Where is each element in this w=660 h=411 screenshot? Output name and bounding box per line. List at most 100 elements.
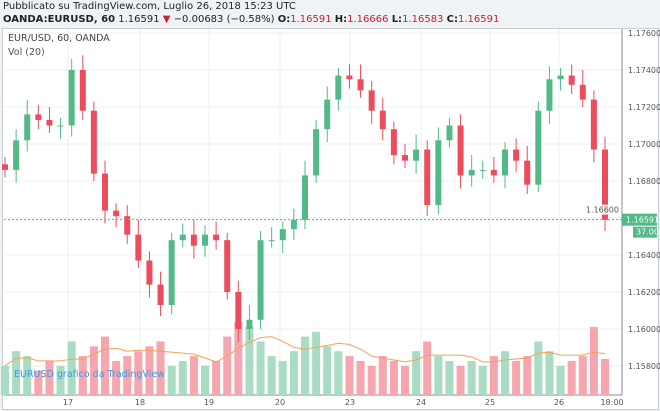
x-tick-label: 18 <box>135 398 145 407</box>
price-tag: 1.16591 <box>626 216 659 225</box>
volume-bar <box>501 351 509 395</box>
symbol: OANDA:EURUSD, 60 <box>3 14 116 25</box>
volume-bar <box>178 360 187 395</box>
price-tag-bg <box>622 213 657 226</box>
candle-body <box>57 125 64 127</box>
x-tick-label: 26 <box>554 398 564 407</box>
candle-body <box>546 79 553 111</box>
volume-bar <box>56 365 65 395</box>
volume-bar <box>578 356 587 395</box>
volume-bar <box>523 356 532 395</box>
candle-body <box>24 114 31 141</box>
volume-bar <box>401 365 409 395</box>
low-label: L: <box>391 14 403 25</box>
volume-bar <box>89 346 98 395</box>
y-tick-label: 1.16400 <box>628 251 660 260</box>
volume-bar <box>412 351 421 395</box>
volume-bar <box>23 356 32 395</box>
volume-bar <box>256 341 265 395</box>
x-tick-label: 17 <box>63 398 73 407</box>
candle-body <box>257 240 264 320</box>
volume-bar <box>101 336 109 395</box>
candle-body <box>268 240 275 242</box>
volume-bar <box>1 365 9 395</box>
volume-bar <box>478 365 487 395</box>
volume-bar <box>489 356 498 395</box>
candle-body <box>113 210 120 217</box>
volume-bar <box>234 322 243 395</box>
volume-bar <box>156 341 165 395</box>
candle-body <box>413 149 420 161</box>
volume-bar <box>189 356 198 395</box>
volume-bar <box>567 360 576 395</box>
last-price: 1.16591 <box>118 14 160 25</box>
candle-body <box>279 229 286 241</box>
candle-body <box>402 155 408 161</box>
close-value: 1.16591 <box>457 14 500 25</box>
watermark: EURUSD grafico da TradingView <box>14 369 165 380</box>
candle-body <box>13 140 20 170</box>
y-tick-label: 1.15800 <box>628 362 660 371</box>
down-arrow-icon: ▼ <box>162 14 171 25</box>
volume-bar <box>601 358 609 395</box>
candle-body <box>190 234 197 246</box>
volume-bar <box>589 326 598 395</box>
volume-bar <box>334 351 343 395</box>
close-label: C: <box>446 14 458 25</box>
volume-bar <box>245 326 254 395</box>
candle-body <box>513 149 520 161</box>
candle-body <box>68 70 75 126</box>
volume-bar <box>289 351 298 395</box>
candle-body <box>313 129 320 176</box>
candle-body <box>324 99 331 130</box>
y-tick-label: 1.16600 <box>586 206 619 215</box>
volume-bar <box>456 365 465 395</box>
volume-bar <box>278 360 287 395</box>
candle-body <box>246 319 253 329</box>
volume-bar <box>434 356 443 395</box>
volume-bar <box>378 356 387 395</box>
volume-bar <box>145 346 154 395</box>
volume-bar <box>312 331 321 395</box>
volume-bar <box>301 336 309 395</box>
x-tick-label: 19 <box>204 398 214 407</box>
candle-body <box>424 149 431 206</box>
candle-body <box>224 240 231 292</box>
candle-body <box>524 160 531 185</box>
candle-body <box>157 284 164 305</box>
candle-body <box>435 140 442 206</box>
candle-body <box>479 169 486 171</box>
volume-bar <box>556 365 565 395</box>
low-value: 1.16583 <box>402 14 444 25</box>
volume-bar <box>123 356 132 395</box>
candle-body <box>390 129 397 156</box>
volume-bar <box>345 356 354 395</box>
candle-body <box>146 260 153 285</box>
y-tick-label: 1.17000 <box>628 140 660 149</box>
volume-bar <box>112 360 121 395</box>
candle-body <box>357 79 364 91</box>
candle-body <box>290 219 297 230</box>
x-tick-label: 18:00 <box>600 398 623 407</box>
open-value: 1.16591 <box>290 14 332 25</box>
candle-body <box>379 110 386 130</box>
y-tick-label: 1.17200 <box>628 103 660 112</box>
volume-bar <box>223 336 232 395</box>
candle-body <box>168 240 175 305</box>
candle-body <box>135 234 142 261</box>
volume-bar <box>389 360 398 395</box>
volume-bar <box>78 356 87 395</box>
volume-ma-line <box>4 336 606 367</box>
x-tick-label: 23 <box>345 398 355 407</box>
volume-bar <box>545 351 554 395</box>
candle-body <box>579 84 586 100</box>
candle-body <box>79 70 86 111</box>
candle-body <box>335 75 342 100</box>
volume-bar <box>67 341 76 395</box>
published-info: Pubblicato su TradingView.com, Luglio 26… <box>3 1 296 12</box>
candle-body <box>202 234 208 246</box>
symbol-info: OANDA:EURUSD, 60 1.16591 ▼ −0.00683 (−0.… <box>3 14 499 25</box>
volume-bar <box>212 360 221 395</box>
volume-bar <box>267 356 276 395</box>
